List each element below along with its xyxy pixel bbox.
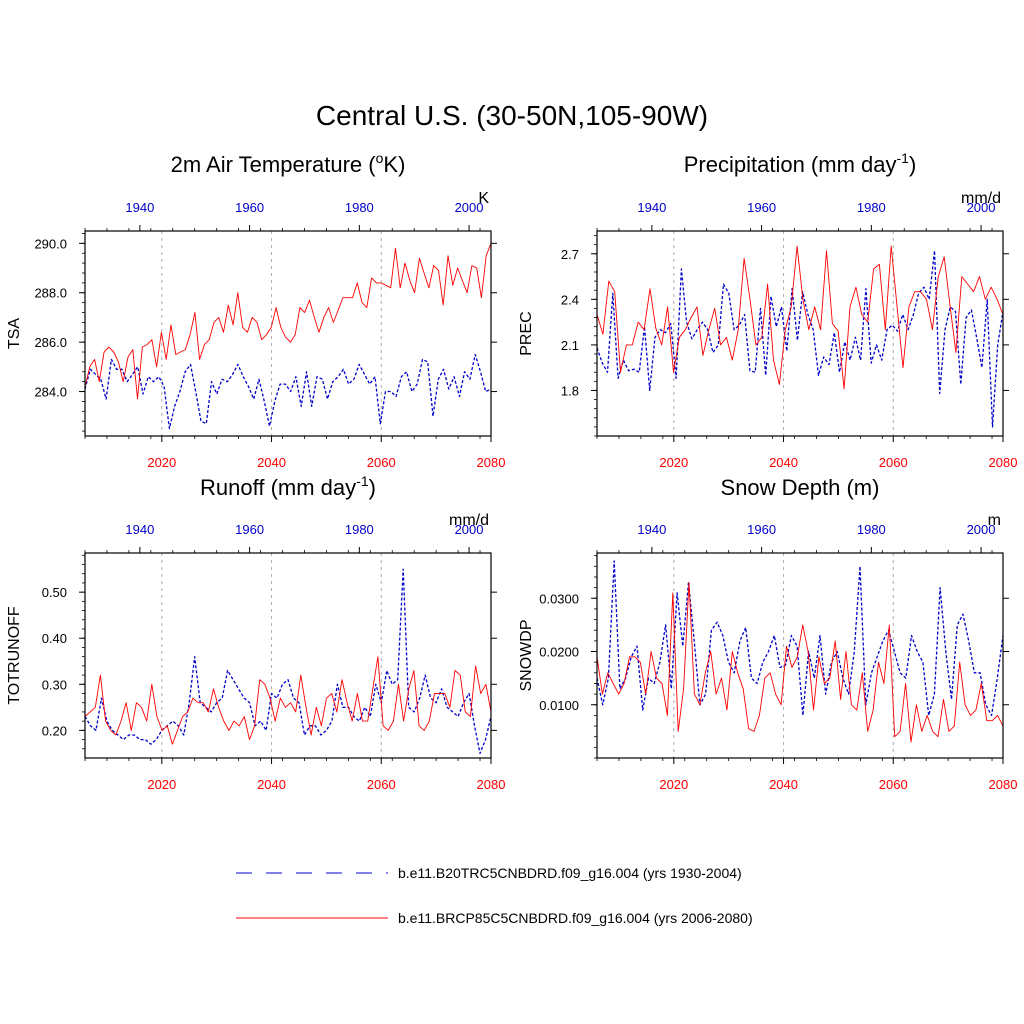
x-top-tick-label: 1980 xyxy=(345,200,374,215)
x-bottom-tick-label: 2020 xyxy=(659,455,688,470)
x-top-tick-label: 1960 xyxy=(235,200,264,215)
series-line-future xyxy=(84,243,492,400)
units-label: K xyxy=(478,190,489,207)
y-axis-label: PREC xyxy=(518,311,535,355)
chart-panel-4: Snow Depth (m) m 0.0100 0.0200 0.0300 SNOWDP 2… xyxy=(518,475,1017,792)
y-tick-label: 284.0 xyxy=(34,385,67,400)
chart-title: 2m Air Temperature (oK) xyxy=(171,150,406,177)
x-top-tick-label: 1940 xyxy=(125,522,154,537)
y-tick-label: 1.8 xyxy=(561,383,579,398)
x-top-tick-label: 1980 xyxy=(345,522,374,537)
x-top-tick-label: 2000 xyxy=(967,522,996,537)
x-bottom-tick-label: 2020 xyxy=(659,777,688,792)
y-tick-label: 2.4 xyxy=(561,292,579,307)
y-axis-label: TSA xyxy=(6,318,23,349)
legend-label-future: b.e11.BRCP85C5CNBDRD.f09_g16.004 (yrs 20… xyxy=(398,910,753,926)
y-tick-label: 0.0200 xyxy=(539,645,579,660)
y-tick-label: 2.1 xyxy=(561,338,579,353)
figure-title: Central U.S. (30-50N,105-90W) xyxy=(315,100,709,131)
y-tick-label: 0.40 xyxy=(42,631,67,646)
series-line-historical xyxy=(84,568,492,755)
series-line-historical xyxy=(84,353,492,430)
x-bottom-tick-label: 2080 xyxy=(989,777,1018,792)
chart-title: Precipitation (mm day-1) xyxy=(684,150,917,177)
series-line-future xyxy=(84,656,492,745)
chart-panel-1: 2m Air Temperature (oK) K 284.0 286.0 288.0 2… xyxy=(6,150,505,470)
chart-title: Runoff (mm day-1) xyxy=(200,473,376,500)
legend: b.e11.B20TRC5CNBDRD.f09_g16.004 (yrs 193… xyxy=(236,865,753,926)
series-line-future xyxy=(596,245,1004,390)
y-tick-label: 0.20 xyxy=(42,723,67,738)
panels: 2m Air Temperature (oK) K 284.0 286.0 288.0 2… xyxy=(6,150,1017,792)
y-tick-label: 286.0 xyxy=(34,335,67,350)
x-bottom-tick-label: 2060 xyxy=(367,777,396,792)
x-top-tick-label: 1980 xyxy=(857,200,886,215)
x-bottom-tick-label: 2080 xyxy=(477,777,506,792)
plot-frame xyxy=(596,230,1004,437)
series-line-historical xyxy=(596,250,1004,428)
x-bottom-tick-label: 2060 xyxy=(879,455,908,470)
chart-panel-3: Runoff (mm day-1) mm/d 0.20 0.30 0.40 0.50 TOT… xyxy=(6,473,505,792)
y-axis-label: SNOWDP xyxy=(518,620,535,692)
x-bottom-tick-label: 2020 xyxy=(147,777,176,792)
chart-panel-2: Precipitation (mm day-1) mm/d 1.8 2.1 2.4 2.7… xyxy=(518,150,1017,470)
x-bottom-tick-label: 2040 xyxy=(257,777,286,792)
x-bottom-tick-label: 2040 xyxy=(769,777,798,792)
chart-title: Snow Depth (m) xyxy=(721,475,880,500)
x-bottom-tick-label: 2040 xyxy=(769,455,798,470)
x-top-tick-label: 1960 xyxy=(235,522,264,537)
plot-frame xyxy=(84,552,492,759)
x-bottom-tick-label: 2060 xyxy=(367,455,396,470)
x-bottom-tick-label: 2080 xyxy=(989,455,1018,470)
x-top-tick-label: 2000 xyxy=(967,200,996,215)
x-top-tick-label: 1940 xyxy=(637,522,666,537)
y-axis-label: TOTRUNOFF xyxy=(6,606,23,705)
series-line-future xyxy=(596,581,1004,743)
x-top-tick-label: 1940 xyxy=(637,200,666,215)
x-bottom-tick-label: 2040 xyxy=(257,455,286,470)
plot-frame xyxy=(84,230,492,437)
units-label: mm/d xyxy=(449,512,489,529)
x-bottom-tick-label: 2020 xyxy=(147,455,176,470)
y-tick-label: 2.7 xyxy=(561,247,579,262)
x-top-tick-label: 1960 xyxy=(747,200,776,215)
x-top-tick-label: 1940 xyxy=(125,200,154,215)
y-tick-label: 0.50 xyxy=(42,585,67,600)
legend-label-historical: b.e11.B20TRC5CNBDRD.f09_g16.004 (yrs 193… xyxy=(398,865,742,881)
x-bottom-tick-label: 2080 xyxy=(477,455,506,470)
y-tick-label: 0.30 xyxy=(42,677,67,692)
y-tick-label: 288.0 xyxy=(34,286,67,301)
x-top-tick-label: 1960 xyxy=(747,522,776,537)
units-label: mm/d xyxy=(961,190,1001,207)
y-tick-label: 0.0100 xyxy=(539,698,579,713)
x-top-tick-label: 2000 xyxy=(455,200,484,215)
x-bottom-tick-label: 2060 xyxy=(879,777,908,792)
x-top-tick-label: 1980 xyxy=(857,522,886,537)
units-label: m xyxy=(988,512,1001,529)
y-tick-label: 290.0 xyxy=(34,236,67,251)
x-top-tick-label: 2000 xyxy=(455,522,484,537)
y-tick-label: 0.0300 xyxy=(539,591,579,606)
plot-frame xyxy=(596,552,1004,759)
